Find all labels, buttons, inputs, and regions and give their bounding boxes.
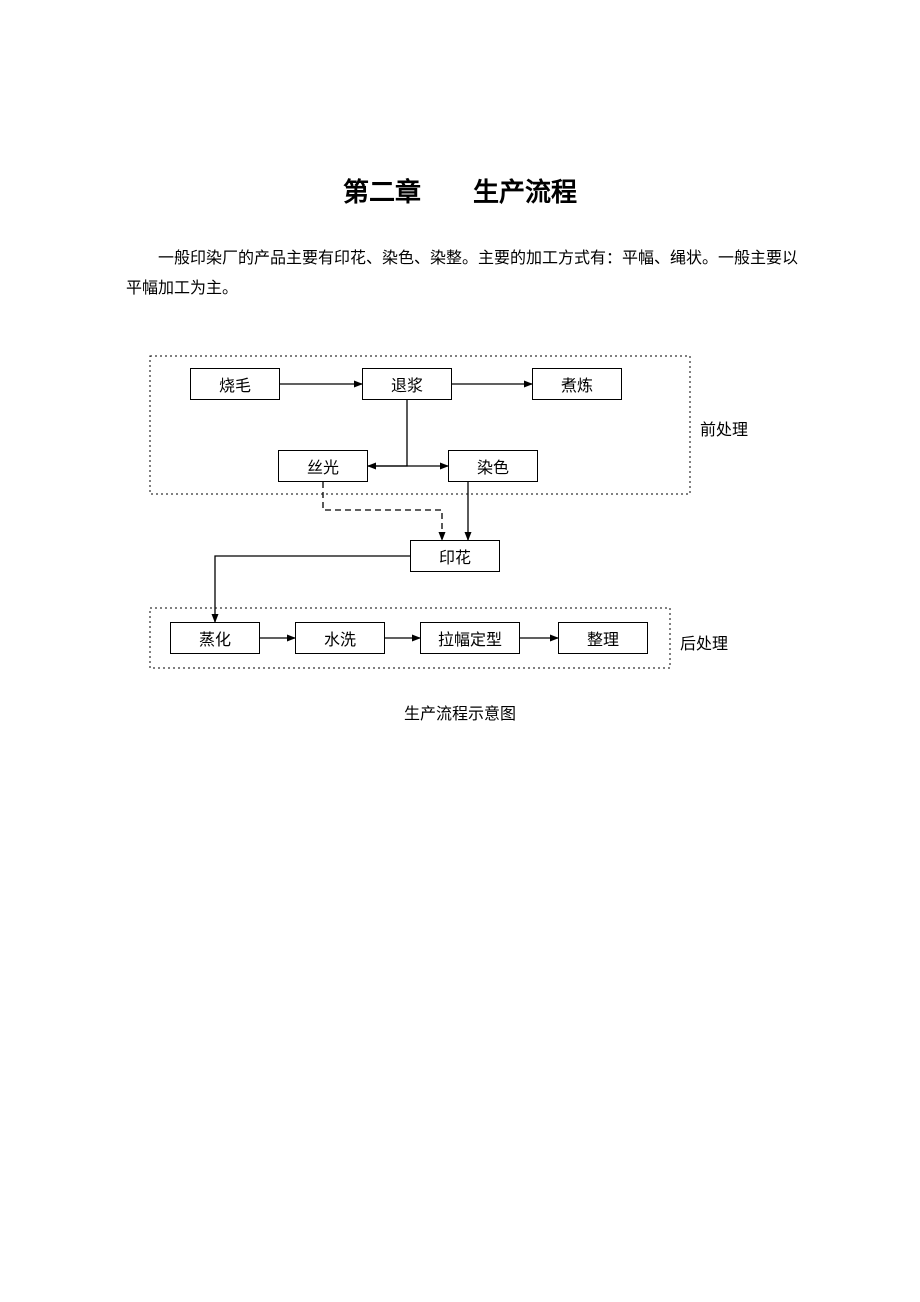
edge-tuijiang-siguang xyxy=(368,400,407,466)
node-yinhua: 印花 xyxy=(410,540,500,572)
node-label-lafu: 拉幅定型 xyxy=(438,626,502,650)
node-zhulian: 煮炼 xyxy=(532,368,622,400)
node-label-siguang: 丝光 xyxy=(307,454,339,478)
node-label-ranse: 染色 xyxy=(477,454,509,478)
group-label-pre: 前处理 xyxy=(700,416,748,440)
node-zhengli: 整理 xyxy=(558,622,648,654)
node-shaomao: 烧毛 xyxy=(190,368,280,400)
page: 第二章 生产流程 一般印染厂的产品主要有印花、染色、染整。主要的加工方式有：平幅… xyxy=(0,0,920,1302)
node-label-shuixi: 水洗 xyxy=(324,626,356,650)
paragraph-text: 一般印染厂的产品主要有印花、染色、染整。主要的加工方式有：平幅、绳状。一般主要以… xyxy=(126,250,798,297)
caption-text: 生产流程示意图 xyxy=(404,706,516,723)
node-tuijiang: 退浆 xyxy=(362,368,452,400)
node-label-tuijiang: 退浆 xyxy=(391,372,423,396)
node-shuixi: 水洗 xyxy=(295,622,385,654)
node-ranse: 染色 xyxy=(448,450,538,482)
title-text: 第二章 生产流程 xyxy=(343,178,577,207)
node-label-shaomao: 烧毛 xyxy=(219,372,251,396)
node-siguang: 丝光 xyxy=(278,450,368,482)
edge-yinhua-zhenghua xyxy=(215,556,410,622)
edge-siguang-yinhua xyxy=(323,482,442,540)
node-lafu: 拉幅定型 xyxy=(420,622,520,654)
node-label-zhengli: 整理 xyxy=(587,626,619,650)
flowchart: 前处理后处理 烧毛 退浆 煮炼丝光 染色印花蒸化 水洗 拉幅定型 整理 xyxy=(140,350,780,680)
node-label-zhenghua: 蒸化 xyxy=(199,626,231,650)
diagram-caption: 生产流程示意图 xyxy=(0,700,920,724)
chapter-title: 第二章 生产流程 xyxy=(0,172,920,209)
node-label-zhulian: 煮炼 xyxy=(561,372,593,396)
intro-paragraph: 一般印染厂的产品主要有印花、染色、染整。主要的加工方式有：平幅、绳状。一般主要以… xyxy=(126,244,806,305)
node-label-yinhua: 印花 xyxy=(439,544,471,568)
node-zhenghua: 蒸化 xyxy=(170,622,260,654)
group-label-post: 后处理 xyxy=(680,630,728,654)
